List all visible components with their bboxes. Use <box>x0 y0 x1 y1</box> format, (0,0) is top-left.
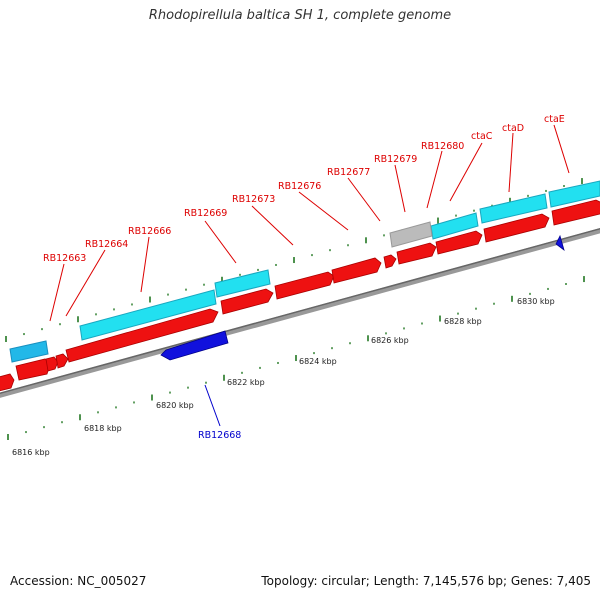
gene-label[interactable]: RB12676 <box>278 181 321 192</box>
forward-gene[interactable] <box>55 353 69 369</box>
gene-label[interactable]: ctaE <box>544 114 565 125</box>
forward-gene[interactable] <box>220 288 274 315</box>
forward-gene[interactable] <box>435 230 483 255</box>
gene-label[interactable]: RB12679 <box>374 154 417 165</box>
leader-line <box>140 236 150 293</box>
gene-label[interactable]: RB12663 <box>43 253 86 264</box>
gene-label[interactable]: RB12669 <box>184 208 227 219</box>
cds-features <box>9 180 600 363</box>
leader-line <box>49 263 65 322</box>
forward-gene[interactable] <box>483 213 550 243</box>
accession-text: Accession: NC_005027 <box>10 574 147 588</box>
lower-tick-row <box>7 276 585 440</box>
scale-label-6816: 6816 kbp <box>12 448 50 457</box>
leader-line <box>508 132 514 193</box>
upper-tick-row <box>5 178 583 342</box>
leader-line <box>65 249 106 317</box>
scale-label-6822: 6822 kbp <box>227 378 265 387</box>
gene-label[interactable]: ctaD <box>502 123 524 134</box>
scale-label-6826: 6826 kbp <box>371 336 409 345</box>
forward-gene[interactable] <box>0 373 15 392</box>
gene-label[interactable]: ctaC <box>471 131 493 142</box>
leader-line <box>426 150 443 209</box>
forward-gene[interactable] <box>15 358 51 381</box>
topology-text: Topology: circular; Length: 7,145,576 bp… <box>261 574 591 588</box>
genome-backbone-edge <box>0 227 600 395</box>
leader-line-reverse <box>204 384 221 427</box>
leader-line <box>553 124 570 174</box>
forward-gene[interactable] <box>383 254 397 269</box>
gene-labels: RB12663 RB12664 RB12666 RB12669 RB12673 … <box>43 114 565 441</box>
leader-line <box>251 205 294 246</box>
leader-line <box>347 177 381 222</box>
leader-line <box>204 220 237 264</box>
map-title: Rhodopirellula baltica SH 1, complete ge… <box>148 8 452 23</box>
reverse-genes <box>160 234 565 361</box>
gene-label[interactable]: RB12673 <box>232 194 275 205</box>
cds-feature[interactable] <box>214 269 271 298</box>
forward-gene[interactable] <box>331 257 382 284</box>
scale-label-6820: 6820 kbp <box>156 401 194 410</box>
genome-backbone <box>0 228 600 398</box>
cds-feature[interactable] <box>479 193 548 224</box>
other-feature[interactable] <box>389 221 433 248</box>
cds-feature[interactable] <box>9 340 49 363</box>
scale-labels: 6816 kbp 6818 kbp 6820 kbp 6822 kbp 6824… <box>12 297 555 457</box>
leader-line <box>449 142 483 202</box>
forward-gene[interactable] <box>396 242 437 265</box>
label-leaders <box>49 124 570 322</box>
gene-label[interactable]: RB12666 <box>128 226 171 237</box>
gene-label[interactable]: RB12680 <box>421 141 464 152</box>
leader-line <box>298 191 349 231</box>
forward-gene[interactable] <box>551 199 600 226</box>
forward-genes <box>0 199 600 392</box>
scale-label-6818: 6818 kbp <box>84 424 122 433</box>
reverse-gene[interactable] <box>555 234 565 252</box>
gene-label[interactable]: RB12677 <box>327 167 370 178</box>
forward-gene[interactable] <box>274 271 335 300</box>
cds-feature[interactable] <box>79 289 217 341</box>
scale-label-6828: 6828 kbp <box>444 317 482 326</box>
gene-label[interactable]: RB12664 <box>85 239 128 250</box>
cds-feature[interactable] <box>548 180 600 208</box>
forward-gene[interactable] <box>65 308 219 363</box>
forward-gene[interactable] <box>45 356 59 372</box>
cds-feature[interactable] <box>430 212 479 240</box>
leader-line <box>394 164 406 213</box>
reverse-gene[interactable] <box>160 330 229 361</box>
gene-label-reverse[interactable]: RB12668 <box>198 430 241 441</box>
scale-label-6830: 6830 kbp <box>517 297 555 306</box>
scale-label-6824: 6824 kbp <box>299 357 337 366</box>
